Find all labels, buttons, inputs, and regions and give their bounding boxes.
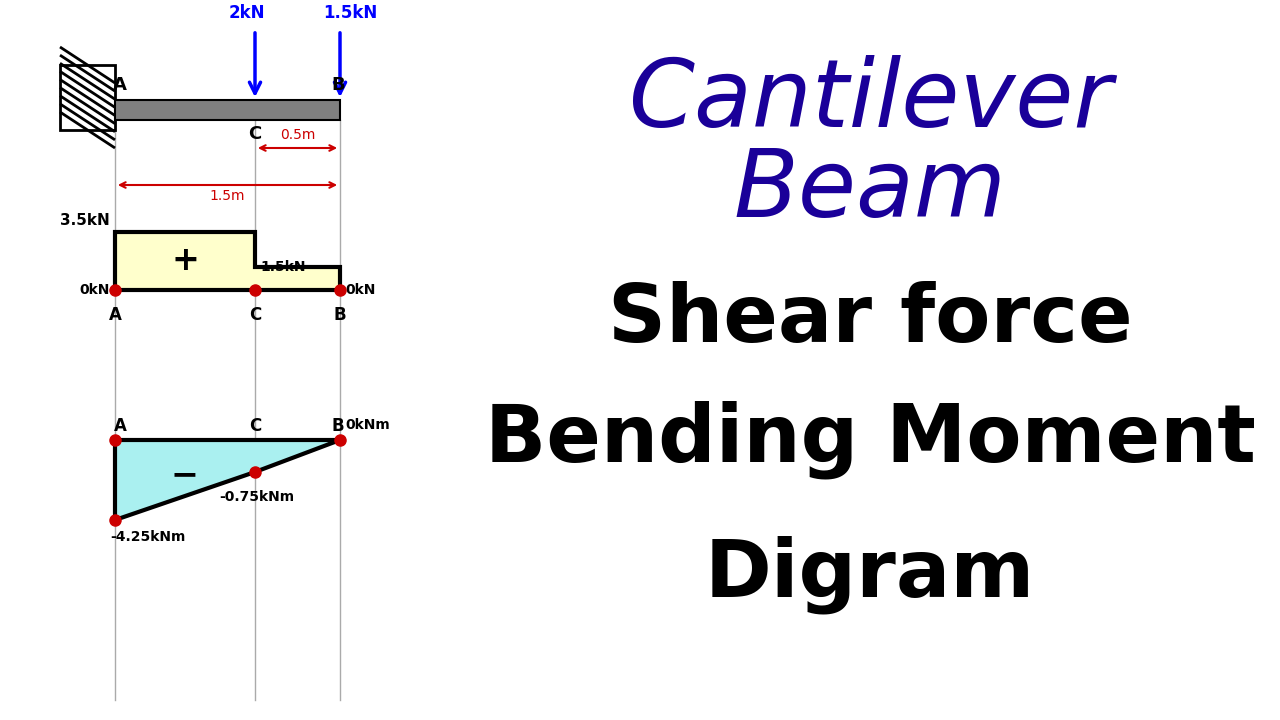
Text: 0kNm: 0kNm (346, 418, 389, 432)
Polygon shape (115, 232, 340, 290)
Text: Digram: Digram (705, 536, 1036, 614)
Bar (60, 65, 115, 130)
Text: C: C (248, 125, 261, 143)
Text: 0.5m: 0.5m (280, 128, 315, 142)
Text: A: A (109, 306, 122, 324)
Text: A: A (114, 417, 127, 435)
Text: B: B (332, 417, 344, 435)
Text: B: B (334, 306, 347, 324)
Text: -0.75kNm: -0.75kNm (219, 490, 294, 504)
Text: C: C (248, 417, 261, 435)
Text: 1.5kN: 1.5kN (260, 260, 306, 274)
Text: 3.5kN: 3.5kN (60, 213, 110, 228)
Text: -4.25kNm: -4.25kNm (110, 530, 186, 544)
Text: +: + (172, 245, 198, 277)
Text: 0kN: 0kN (346, 283, 375, 297)
Text: −: − (172, 459, 198, 492)
Text: A: A (113, 76, 127, 94)
Text: Beam: Beam (733, 145, 1006, 235)
Text: Shear force: Shear force (608, 281, 1133, 359)
Text: Bending Moment: Bending Moment (485, 401, 1256, 480)
Text: 1.5m: 1.5m (210, 189, 246, 203)
Polygon shape (115, 440, 340, 520)
Text: 1.5kN: 1.5kN (323, 4, 378, 22)
Text: 2kN: 2kN (229, 4, 265, 22)
Text: B: B (332, 76, 344, 94)
Text: Cantilever: Cantilever (628, 55, 1112, 145)
Bar (115, 100, 340, 120)
Text: C: C (248, 306, 261, 324)
Text: 0kN: 0kN (79, 283, 110, 297)
